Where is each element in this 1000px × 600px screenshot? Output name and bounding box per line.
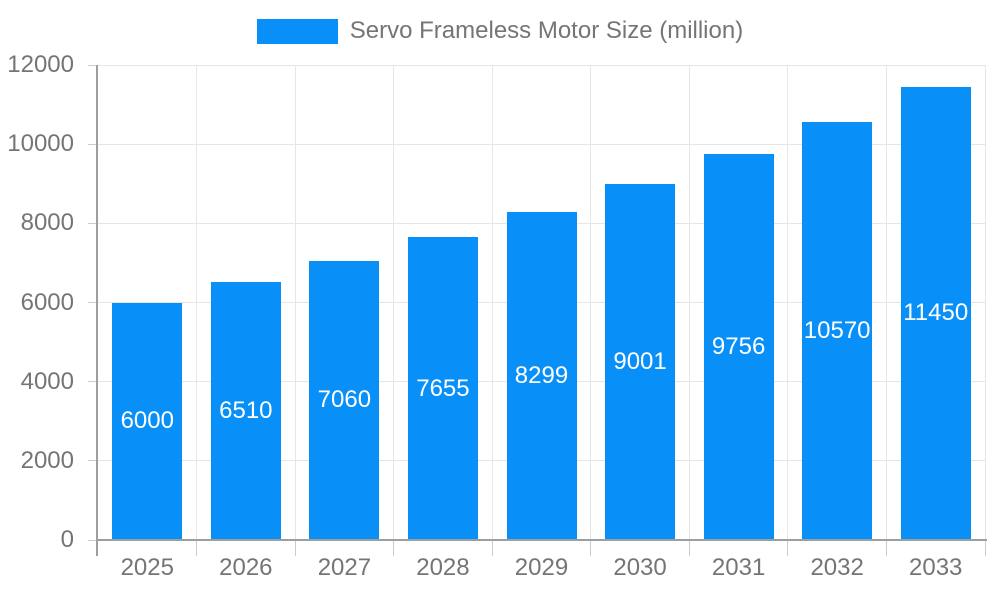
v-gridline (885, 65, 887, 540)
bar[interactable]: 11450 (900, 86, 971, 540)
x-axis-label: 2033 (909, 554, 963, 581)
bar-value-label: 10570 (803, 316, 871, 344)
h-gridline (98, 143, 985, 145)
x-axis-label: 2027 (317, 554, 372, 581)
x-tick-mark (885, 541, 887, 556)
legend-swatch-icon (256, 18, 338, 44)
v-gridline (787, 65, 789, 540)
v-gridline (491, 65, 493, 540)
bar-value-label: 7655 (416, 374, 470, 402)
bar-value-label: 9756 (711, 332, 766, 360)
x-axis-label: 2025 (120, 554, 174, 581)
bar-value-label: 8299 (514, 361, 569, 389)
v-gridline (590, 65, 592, 540)
bar[interactable]: 9756 (703, 153, 774, 540)
y-tick-mark (88, 539, 98, 541)
y-tick-mark (88, 381, 98, 383)
y-axis-label: 12000 (7, 51, 74, 78)
y-tick-mark (88, 302, 98, 303)
bar-value-label: 9001 (613, 347, 667, 375)
bar[interactable]: 7655 (407, 237, 478, 540)
y-tick-mark (88, 222, 98, 224)
bar-value-label: 6510 (219, 397, 273, 425)
bar[interactable]: 8299 (506, 211, 577, 540)
x-tick-mark (984, 541, 986, 556)
y-axis-line (96, 65, 98, 556)
x-axis-label: 2026 (219, 554, 273, 581)
bar[interactable]: 10570 (802, 121, 873, 540)
v-gridline (984, 65, 986, 540)
x-tick-mark (393, 541, 395, 556)
y-axis-label: 2000 (20, 446, 74, 474)
x-tick-mark (294, 541, 296, 556)
y-tick-mark (88, 143, 98, 145)
y-axis-label: 0 (60, 526, 74, 553)
x-tick-mark (491, 541, 493, 556)
legend-label: Servo Frameless Motor Size (million) (349, 17, 744, 44)
x-tick-mark (196, 541, 198, 556)
y-tick-mark (88, 64, 98, 66)
bar-value-label: 6000 (120, 407, 174, 435)
v-gridline (393, 65, 395, 540)
x-tick-mark (688, 541, 690, 556)
bar[interactable]: 7060 (309, 260, 380, 540)
bar[interactable]: 6510 (210, 282, 281, 540)
x-axis-label: 2031 (711, 554, 766, 581)
y-axis-label: 4000 (20, 367, 74, 395)
plot-area: 6000 6510 7060 7655 8299 9001 9756 10570 11450 (98, 64, 986, 540)
x-tick-mark (787, 541, 789, 556)
x-tick-mark (590, 541, 592, 556)
v-gridline (196, 65, 198, 540)
y-axis-label: 10000 (7, 130, 74, 158)
x-axis-line (96, 539, 987, 541)
x-axis-label: 2030 (613, 554, 667, 581)
y-tick-mark (88, 460, 98, 462)
bar-value-label: 7060 (317, 386, 372, 414)
x-axis-label: 2032 (810, 554, 864, 581)
bar[interactable]: 9001 (605, 183, 676, 540)
v-gridline (294, 65, 296, 540)
y-axis-label: 6000 (20, 288, 74, 316)
x-axis-label: 2029 (514, 554, 569, 581)
legend[interactable]: Servo Frameless Motor Size (million) (0, 17, 1000, 44)
h-gridline (98, 64, 985, 66)
x-axis-label: 2028 (416, 554, 470, 581)
bar[interactable]: 6000 (112, 302, 183, 540)
bar-value-label: 11450 (903, 299, 969, 327)
y-axis-label: 8000 (20, 209, 74, 237)
v-gridline (688, 65, 690, 540)
